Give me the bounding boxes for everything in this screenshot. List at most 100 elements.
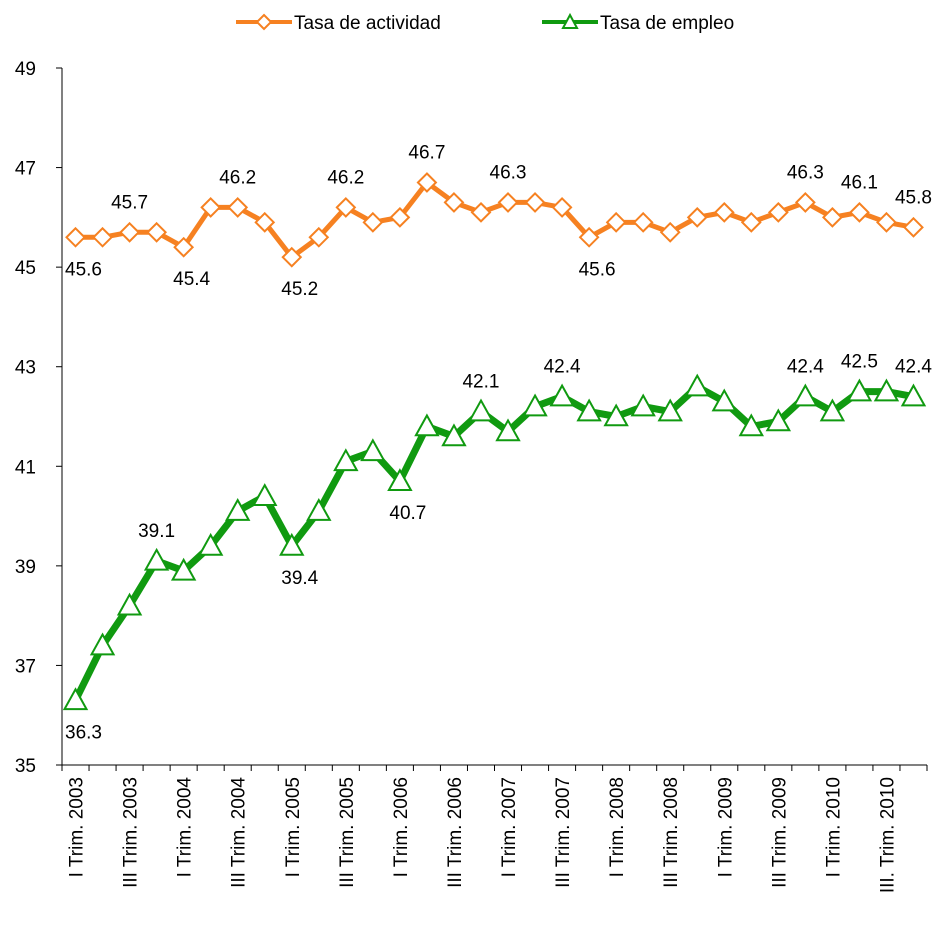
- point: [713, 201, 735, 223]
- data-label: 45.2: [281, 279, 318, 300]
- data-label: 42.5: [841, 352, 878, 373]
- point: [657, 398, 683, 422]
- point: [470, 201, 492, 223]
- data-label: 46.1: [841, 172, 878, 193]
- point: [900, 383, 927, 407]
- legend-label: Tasa de empleo: [600, 13, 734, 34]
- point: [578, 226, 600, 248]
- point: [197, 532, 224, 556]
- point: [603, 403, 629, 427]
- point: [200, 196, 222, 218]
- x-tick-label: I Trim. 2004: [175, 777, 196, 878]
- point: [765, 408, 792, 432]
- point: [333, 448, 359, 472]
- point: [281, 246, 303, 268]
- point: [576, 398, 602, 422]
- point: [630, 393, 656, 417]
- data-label: 42.1: [462, 372, 499, 393]
- point: [659, 221, 681, 243]
- point: [792, 383, 819, 407]
- y-tick-label: 35: [15, 756, 36, 777]
- data-label: 36.3: [65, 722, 102, 743]
- point: [143, 547, 170, 571]
- point: [686, 206, 708, 228]
- legend-marker: [255, 13, 273, 31]
- point: [738, 413, 764, 437]
- y-tick-label: 43: [15, 358, 36, 379]
- point: [335, 196, 357, 218]
- point: [279, 532, 305, 556]
- x-tick-label: I Trim. 2008: [607, 777, 628, 877]
- point: [89, 632, 116, 656]
- point: [252, 483, 278, 506]
- point: [711, 388, 737, 412]
- point: [62, 687, 89, 711]
- data-label: 40.7: [389, 503, 426, 524]
- x-tick-label: I Trim. 2003: [67, 777, 88, 877]
- point: [495, 418, 521, 442]
- point: [308, 226, 330, 248]
- data-label: 45.6: [579, 259, 616, 280]
- point: [903, 216, 924, 238]
- point: [497, 192, 519, 213]
- data-label: 39.1: [138, 521, 175, 542]
- data-label: 45.8: [895, 187, 932, 208]
- x-tick-label: III Trim. 2007: [553, 777, 574, 888]
- point: [684, 373, 710, 397]
- x-tick-label: I Trim. 2009: [715, 777, 736, 877]
- y-tick-label: 45: [15, 258, 36, 279]
- series: [62, 373, 927, 711]
- y-tick-label: 47: [15, 159, 36, 180]
- y-tick-label: 41: [15, 457, 36, 478]
- point: [360, 438, 386, 462]
- point: [740, 211, 762, 233]
- x-tick-label: III Trim. 2003: [121, 777, 142, 888]
- data-label: 42.4: [787, 357, 824, 378]
- y-tick-label: 39: [15, 557, 36, 578]
- point: [414, 413, 440, 437]
- data-label: 46.3: [787, 162, 824, 183]
- point: [524, 192, 546, 213]
- point: [92, 226, 113, 248]
- point: [116, 592, 143, 616]
- data-label: 46.7: [408, 143, 445, 164]
- series-line: [75, 180, 914, 260]
- data-label: 46.2: [219, 167, 256, 188]
- point: [819, 398, 846, 422]
- point: [468, 398, 494, 422]
- point: [387, 468, 413, 492]
- point: [632, 211, 654, 233]
- point: [225, 498, 251, 521]
- point: [362, 211, 384, 233]
- point: [876, 211, 897, 233]
- point: [549, 383, 575, 407]
- point: [849, 201, 870, 223]
- x-tick-label: III Trim. 2009: [769, 777, 790, 888]
- point: [65, 226, 86, 248]
- series-line: [72, 383, 915, 702]
- data-label: 45.4: [173, 269, 210, 290]
- point: [146, 221, 168, 243]
- data-label: 42.4: [895, 357, 932, 378]
- y-tick-label: 37: [15, 656, 36, 677]
- point: [794, 192, 816, 213]
- point: [227, 196, 249, 218]
- point: [170, 557, 197, 581]
- point: [522, 393, 548, 417]
- point: [605, 211, 627, 233]
- data-label: 39.4: [281, 568, 318, 589]
- legend-marker: [561, 12, 579, 29]
- point: [441, 423, 467, 447]
- point: [551, 196, 573, 218]
- x-tick-label: III. Trim. 2010: [877, 777, 898, 893]
- series: [65, 172, 924, 268]
- x-tick-label: I Trim. 2005: [283, 777, 304, 877]
- data-label: 46.3: [490, 162, 527, 183]
- point: [119, 221, 140, 243]
- x-tick-label: III Trim. 2005: [337, 777, 358, 888]
- x-tick-label: I Trim. 2006: [391, 777, 412, 877]
- x-tick-label: I Trim. 2007: [499, 777, 520, 877]
- point: [416, 172, 438, 193]
